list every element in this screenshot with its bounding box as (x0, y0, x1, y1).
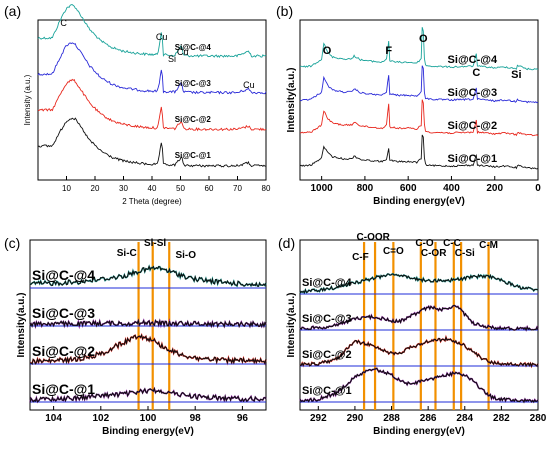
series-line (299, 134, 539, 170)
panel-c: (c) 104 102 100 98 96 Binding energy(eV) Intens… (4, 235, 267, 437)
x-tick-label: 60 (205, 184, 214, 193)
x-axis-title: 2 Theta (degree) (122, 197, 182, 206)
series-line (37, 4, 267, 59)
series-line (299, 65, 539, 104)
x-tick-label: 50 (176, 184, 185, 193)
x-tick-label: 200 (486, 183, 503, 194)
panel-tag: (a) (4, 3, 21, 19)
peak-label: C=O (383, 246, 404, 257)
x-tick-label: 288 (383, 413, 400, 424)
peak-label: Si-Si (144, 238, 166, 249)
x-tick-label: 70 (233, 184, 242, 193)
annotation-label: F (385, 45, 392, 57)
annotation-label: O (419, 33, 428, 45)
x-tick-label: 290 (347, 413, 364, 424)
series-line (299, 27, 539, 71)
series-line (299, 335, 539, 368)
series-label: Si@C-@1 (32, 381, 95, 397)
plot-frame (299, 239, 539, 411)
y-axis-title: Intensity(a.u.) (286, 292, 297, 357)
series-line (37, 42, 267, 95)
x-tick-label: 400 (443, 183, 460, 194)
series-line (299, 99, 539, 137)
x-tick-label: 1000 (311, 183, 334, 194)
plot-frame (299, 19, 539, 181)
x-tick-label: 0 (535, 183, 541, 194)
peak-label: Si-O (175, 250, 196, 261)
annotation-label: Cu (177, 47, 189, 57)
x-tick-label: 96 (237, 413, 249, 424)
series-label: Si@C-@3 (302, 313, 352, 325)
series-label: Si@C-@4 (32, 267, 95, 283)
panel-d: (d) 292 290 288 286 284 282 280 Binding energy(e… (278, 232, 547, 437)
series-line (29, 387, 267, 403)
x-tick-label: 600 (400, 183, 417, 194)
x-axis-title: Binding energy(eV) (373, 196, 465, 207)
annotation-label: Cu (243, 80, 255, 90)
y-axis-title: Intensity(a.u.) (286, 67, 297, 132)
peak-label: C-F (352, 252, 369, 263)
series-label: Si@C-@3 (32, 305, 95, 321)
x-tick-label: 40 (148, 184, 157, 193)
series-label: Si@C-@1 (448, 153, 498, 165)
y-axis-title: Intensity(a.u.) (16, 292, 27, 357)
series-label: Si@C-@3 (175, 79, 212, 88)
x-tick-label: 102 (92, 413, 109, 424)
peak-label: C-M (479, 240, 498, 251)
series-line (37, 78, 267, 132)
x-tick-label: 800 (357, 183, 374, 194)
series-line (30, 333, 267, 365)
series-label: Si@C-@2 (448, 120, 498, 132)
series-line (299, 367, 539, 404)
panel-tag: (c) (4, 235, 20, 251)
panel-tag: (d) (278, 235, 295, 251)
series-label: Si@C-@1 (175, 151, 212, 160)
annotation-label: Cu (156, 32, 168, 42)
peak-label: C-Si (455, 248, 475, 259)
peak-label: C-C (443, 238, 461, 249)
peak-label: Si-C (117, 248, 137, 259)
x-tick-label: 30 (119, 184, 128, 193)
x-axis-title: Binding energy(eV) (373, 426, 465, 437)
x-tick-label: 98 (190, 413, 202, 424)
x-tick-label: 280 (530, 413, 547, 424)
x-tick-label: 20 (91, 184, 100, 193)
series-line (29, 318, 267, 329)
x-tick-label: 292 (310, 413, 327, 424)
series-line (37, 117, 267, 168)
x-tick-label: 284 (456, 413, 473, 424)
series-label: Si@C-@2 (302, 349, 352, 361)
x-tick-label: 10 (62, 184, 71, 193)
series-label: Si@C-@2 (175, 115, 212, 124)
annotation-label: O (323, 45, 332, 57)
peak-label: C-OR (421, 248, 447, 259)
series-label: Si@C-@2 (32, 343, 95, 359)
x-tick-label: 100 (140, 413, 157, 424)
panel-tag: (b) (276, 3, 293, 19)
plot-frame (37, 19, 267, 181)
annotation-label: Si (168, 54, 176, 64)
x-axis-title: Binding energy(eV) (102, 426, 194, 437)
peak-label: C-OOR (357, 232, 391, 243)
x-tick-label: 104 (45, 413, 62, 424)
peak-label: C-O (415, 238, 434, 249)
series-label: Si@C-@1 (302, 385, 352, 397)
series-line (299, 304, 539, 332)
panel-b: (b) 1000 800 600 400 200 0 Binding energy(eV) In… (276, 3, 541, 207)
series-line (299, 273, 539, 294)
x-tick-label: 286 (420, 413, 437, 424)
x-tick-label: 80 (262, 184, 271, 193)
x-tick-label: 282 (493, 413, 510, 424)
series-label: Si@C-@4 (302, 277, 352, 289)
annotation-label: Si (511, 69, 521, 81)
annotation-label: C (60, 18, 67, 28)
panel-a: (a) 10 20 30 40 50 60 70 80 2 Theta (degree) Inten… (4, 3, 271, 206)
series-label: Si@C-@4 (175, 43, 212, 52)
annotation-label: C (472, 67, 480, 79)
series-line (29, 264, 267, 287)
y-axis-title: Intensity (a.u.) (23, 74, 32, 125)
series-label: Si@C-@3 (448, 87, 498, 99)
series-label: Si@C-@4 (448, 54, 498, 66)
